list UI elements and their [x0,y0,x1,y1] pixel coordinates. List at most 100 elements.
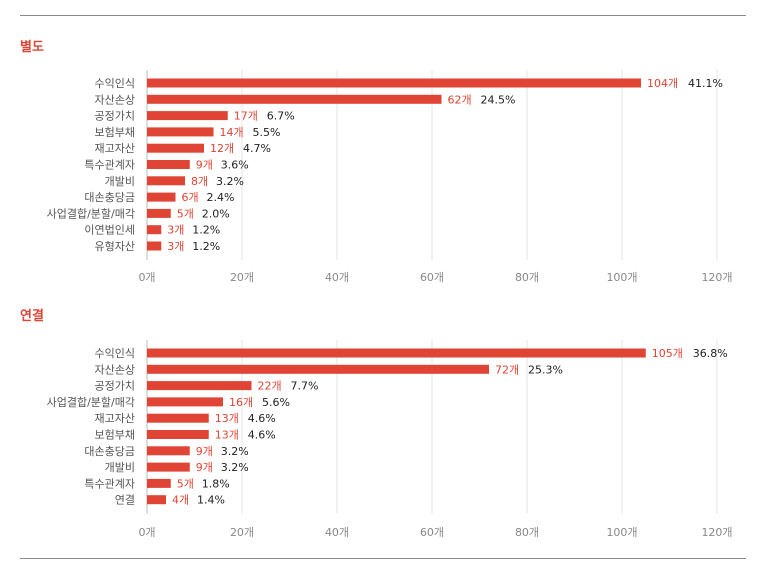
percent-label: 1.2% [192,240,220,253]
category-label: 이연법인세 [84,224,135,237]
tick-label: 0개 [138,271,155,284]
count-label: 12개 [210,142,234,155]
count-label: 6개 [182,191,199,204]
percent-label: 3.2% [221,445,249,458]
bar [147,446,190,456]
category-label: 재고자산 [95,142,135,155]
percent-label: 3.2% [221,461,249,474]
count-label: 9개 [196,461,213,474]
bar [147,430,209,439]
count-label: 9개 [196,159,213,172]
count-label: 8개 [191,175,208,188]
count-label: 105개 [652,347,683,360]
count-label: 3개 [167,240,184,253]
category-label: 수익인식 [95,77,135,90]
count-label: 14개 [220,126,244,139]
count-label: 4개 [172,494,189,507]
category-label: 보험부채 [95,126,135,139]
category-label: 보험부채 [95,429,135,442]
count-label: 72개 [495,363,519,376]
percent-label: 5.6% [262,396,290,409]
category-label: 특수관계자 [84,159,135,172]
count-label: 9개 [196,445,213,458]
category-label: 사업결합/분할/매각 [47,207,135,220]
bar [147,381,252,391]
tick-label: 80개 [515,526,539,539]
bar [147,364,489,374]
category-label: 공정가치 [95,380,135,393]
bar [147,413,209,423]
tick-label: 80개 [515,271,539,284]
count-label: 13개 [215,429,239,442]
bar [147,94,442,104]
bar [147,208,171,218]
tick-label: 100개 [606,271,637,284]
bar [147,478,171,488]
percent-label: 7.7% [291,380,319,393]
tick-label: 60개 [420,271,444,284]
bar [147,176,185,186]
category-label: 대손충당금 [84,191,135,204]
bar [147,160,190,169]
count-label: 3개 [167,224,184,237]
count-label: 16개 [229,396,253,409]
bottom-rule [20,558,746,559]
category-label: 유형자산 [95,240,135,253]
category-label: 자산손상 [95,93,135,106]
bar [147,462,190,472]
percent-label: 3.2% [216,175,244,188]
category-label: 연결 [115,494,135,507]
bar [147,78,641,88]
percent-label: 1.2% [192,224,220,237]
percent-label: 1.8% [202,477,230,490]
category-label: 특수관계자 [84,477,135,490]
tick-label: 20개 [230,526,254,539]
category-label: 사업결합/분할/매각 [47,396,135,409]
percent-label: 4.6% [248,429,276,442]
bar [147,127,214,137]
chart-title-separate: 별도 [20,40,44,55]
tick-label: 60개 [420,526,444,539]
percent-label: 6.7% [267,110,295,123]
count-label: 13개 [215,412,239,425]
bar [147,192,176,202]
bar [147,111,228,121]
count-label: 5개 [177,207,194,220]
bar [147,225,162,235]
percent-label: 2.4% [207,191,235,204]
count-label: 104개 [647,77,678,90]
category-label: 개발비 [105,175,135,188]
percent-label: 4.6% [248,412,276,425]
category-label: 수익인식 [95,347,135,360]
category-label: 자산손상 [95,363,135,376]
category-label: 대손충당금 [84,445,135,458]
percent-label: 41.1% [688,77,723,90]
bar [147,241,162,251]
tick-label: 40개 [325,526,349,539]
tick-label: 20개 [230,271,254,284]
count-label: 5개 [177,477,194,490]
percent-label: 25.3% [528,363,563,376]
percent-label: 4.7% [243,142,271,155]
percent-label: 24.5% [481,93,516,106]
tick-label: 100개 [606,526,637,539]
count-label: 17개 [234,110,258,123]
count-label: 22개 [258,380,282,393]
tick-label: 40개 [325,271,349,284]
percent-label: 5.5% [253,126,281,139]
tick-label: 120개 [701,526,732,539]
category-label: 공정가치 [95,110,135,123]
bar [147,397,223,407]
tick-label: 0개 [138,526,155,539]
category-label: 재고자산 [95,412,135,425]
bar [147,495,166,505]
top-rule [20,15,746,16]
percent-label: 2.0% [202,207,230,220]
percent-label: 3.6% [221,159,249,172]
bar [147,143,204,153]
percent-label: 36.8% [693,347,728,360]
bar [147,348,646,358]
category-label: 개발비 [105,461,135,474]
